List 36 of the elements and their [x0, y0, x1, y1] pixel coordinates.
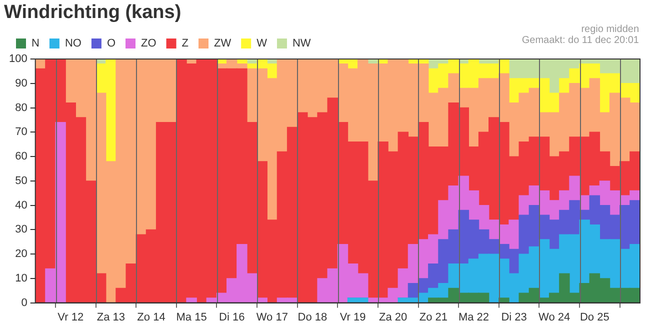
y-tick-label: 30	[15, 224, 28, 236]
y-tick-label: 90	[15, 77, 28, 90]
x-tick-label: Do 25	[580, 311, 610, 324]
x-tick-label: Ma 15	[176, 311, 207, 324]
text: regio midden	[580, 24, 639, 35]
y-tick-label: 40	[15, 199, 28, 212]
y-tick-label: 10	[15, 272, 28, 284]
legend-label: ZW	[214, 38, 232, 50]
x-tick-label: Za 20	[379, 311, 408, 324]
y-tick-label: 100	[8, 53, 28, 66]
x-tick-label: Di 23	[501, 311, 527, 324]
text: Gemaakt: do 11 dec 20:01	[522, 35, 639, 46]
y-tick-label: 20	[15, 248, 28, 260]
x-tick-label: Ma 22	[458, 311, 490, 324]
x-tick-label: Vr 19	[340, 311, 366, 324]
y-tick-label: 0	[21, 296, 28, 309]
x-tick-label: Zo 14	[137, 311, 166, 324]
y-tick-label: 50	[15, 174, 28, 187]
y-tick-label: 80	[15, 102, 28, 114]
x-tick-label: Wo 17	[256, 311, 288, 324]
x-tick-label: Wo 24	[538, 311, 570, 324]
x-tick-label: Za 13	[96, 311, 126, 324]
x-tick-label: Vr 12	[58, 311, 84, 324]
x-tick-label: Di 16	[219, 311, 245, 324]
y-tick-label: 70	[15, 126, 28, 138]
x-tick-label: Zo 21	[419, 311, 448, 324]
legend-label: NW	[292, 38, 312, 50]
legend-label: ZO	[141, 38, 157, 50]
x-tick-label: Do 18	[298, 311, 328, 324]
legend-label: N	[32, 38, 40, 50]
legend-label: Z	[182, 38, 189, 50]
chart-title: Windrichting (kans)	[4, 2, 182, 24]
legend-label: W	[256, 38, 268, 50]
y-tick-label: 60	[15, 150, 28, 163]
legend-label: NO	[64, 38, 82, 50]
legend-label: O	[106, 38, 116, 50]
